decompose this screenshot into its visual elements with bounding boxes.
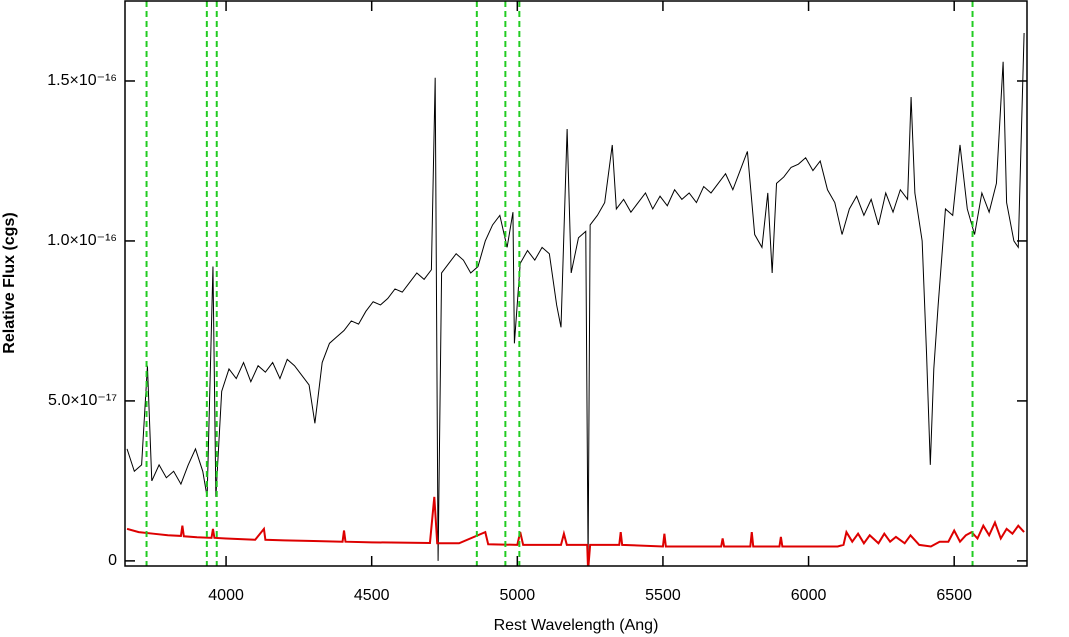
x-tick-label: 5000	[500, 587, 536, 604]
y-tick-label: 1.5×10⁻¹⁶	[47, 72, 117, 89]
spectrum-line	[126, 32, 1025, 561]
x-tick-label: 5500	[645, 587, 681, 604]
x-tick-label: 4000	[208, 587, 244, 604]
y-tick-label: 0	[108, 552, 117, 569]
spectrum-line	[126, 496, 1025, 566]
x-tick-label: 6500	[936, 587, 972, 604]
y-tick-label: 5.0×10⁻¹⁷	[48, 392, 117, 409]
x-tick-label: 4500	[354, 587, 390, 604]
y-axis-label: Relative Flux (cgs)	[1, 212, 18, 353]
y-tick-label: 1.0×10⁻¹⁶	[47, 232, 117, 249]
x-tick-label: 6000	[791, 587, 827, 604]
x-axis-label: Rest Wavelength (Ang)	[494, 617, 659, 634]
plot-area	[126, 1, 1025, 566]
plot-frame	[124, 0, 1028, 567]
